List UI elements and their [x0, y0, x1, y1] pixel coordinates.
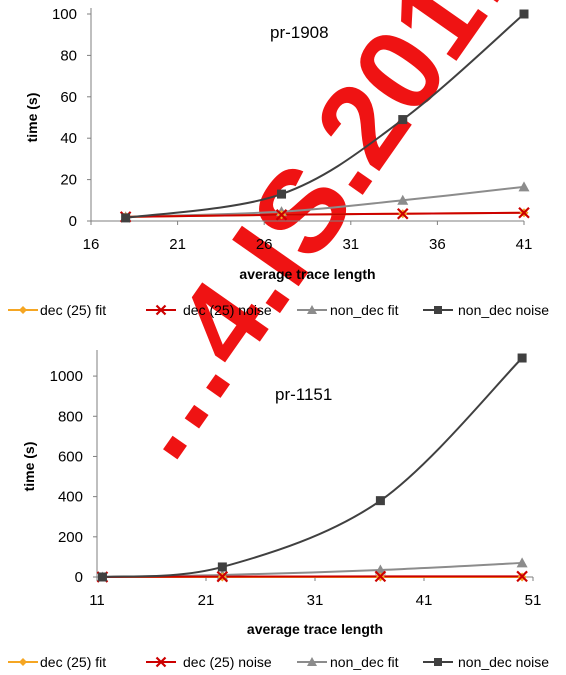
y-tick-label: 60 — [60, 89, 77, 106]
legend-label: dec (25) fit — [40, 302, 106, 318]
x-tick-label: 41 — [416, 592, 433, 609]
legend-swatch-marker — [155, 656, 167, 668]
legend-swatch-marker — [307, 305, 317, 314]
chart-pr-1908: 0 20 40 60 80 100 16 21 26 31 36 41 pr-1908 average t… — [8, 6, 549, 318]
legend-entry: dec (25) fit — [8, 302, 106, 318]
series-line-1 — [125, 211, 525, 218]
x-tick-label: 21 — [169, 236, 186, 253]
y-tick-label: 40 — [60, 130, 77, 147]
data-point — [375, 496, 385, 506]
data-point — [121, 213, 131, 223]
data-point — [275, 209, 288, 221]
chart-title: pr-1908 — [270, 23, 329, 42]
x-tick-label: 31 — [307, 592, 324, 609]
legend-swatch-marker — [434, 306, 442, 314]
data-point — [97, 572, 107, 582]
legend-label: non_dec noise — [458, 302, 549, 318]
legend-swatch-marker — [434, 658, 442, 666]
data-point — [217, 562, 227, 572]
series-line-3 — [102, 357, 523, 578]
y-tick-label: 200 — [58, 529, 83, 546]
data-point — [396, 207, 409, 220]
data-point — [397, 194, 409, 205]
y-tick-label: 600 — [58, 448, 83, 465]
x-axis-label: average trace length — [239, 266, 375, 282]
y-axis-label: time (s) — [24, 93, 40, 143]
data-point — [518, 206, 530, 219]
watermark: …4.IS.201… — [83, 0, 566, 485]
legend-label: dec (25) fit — [40, 654, 106, 670]
x-tick-label: 16 — [83, 236, 100, 253]
x-tick-label: 51 — [525, 592, 542, 609]
y-tick-label: 20 — [60, 172, 77, 189]
legend-label: non_dec fit — [330, 302, 399, 318]
y-tick-label: 0 — [75, 569, 83, 586]
y-tick-label: 800 — [58, 408, 83, 425]
x-tick-label: 26 — [256, 236, 273, 253]
legend-entry: dec (25) fit — [8, 654, 106, 670]
legend-entry: dec (25) noise — [146, 654, 272, 670]
watermark-text: …4.IS.201… — [83, 0, 566, 485]
legend-label: dec (25) noise — [183, 654, 272, 670]
data-point — [277, 189, 287, 199]
legend-swatch-marker — [19, 306, 27, 314]
legend-label: non_dec noise — [458, 654, 549, 670]
data-point — [519, 9, 529, 19]
data-point — [517, 353, 527, 363]
data-point — [374, 570, 387, 583]
legend-swatch-marker — [155, 304, 167, 316]
data-point — [398, 115, 408, 125]
legend-entry: dec (25) noise — [146, 302, 272, 318]
data-point — [518, 181, 530, 192]
y-tick-label: 1000 — [50, 368, 83, 385]
chart-title: pr-1151 — [275, 385, 332, 404]
data-point — [374, 564, 386, 575]
x-tick-label: 36 — [429, 236, 446, 253]
chart-pr-1151: 0 200 400 600 800 1000 11 21 31 41 51 pr-1151 averag… — [8, 350, 549, 670]
legend-entry: non_dec noise — [423, 654, 549, 670]
x-tick-label: 31 — [342, 236, 359, 253]
y-tick-label: 80 — [60, 47, 77, 64]
data-point — [516, 570, 528, 583]
data-point — [216, 570, 229, 583]
x-tick-label: 21 — [198, 592, 215, 609]
series-line-3 — [125, 13, 525, 219]
y-tick-label: 100 — [52, 6, 77, 23]
legend-entry: non_dec fit — [297, 654, 399, 670]
y-tick-label: 0 — [69, 213, 77, 230]
y-axis-label: time (s) — [21, 442, 37, 492]
x-axis-label: average trace length — [247, 621, 383, 637]
legend-entry: non_dec noise — [423, 302, 549, 318]
x-tick-label: 11 — [89, 592, 105, 609]
legend-label: non_dec fit — [330, 654, 399, 670]
y-tick-label: 400 — [58, 489, 83, 506]
legend-label: dec (25) noise — [183, 302, 272, 318]
data-point — [516, 557, 528, 568]
legend-swatch-marker — [19, 658, 27, 666]
legend-entry: non_dec fit — [297, 302, 399, 318]
legend-swatch-marker — [307, 657, 317, 666]
x-tick-label: 41 — [516, 236, 533, 253]
